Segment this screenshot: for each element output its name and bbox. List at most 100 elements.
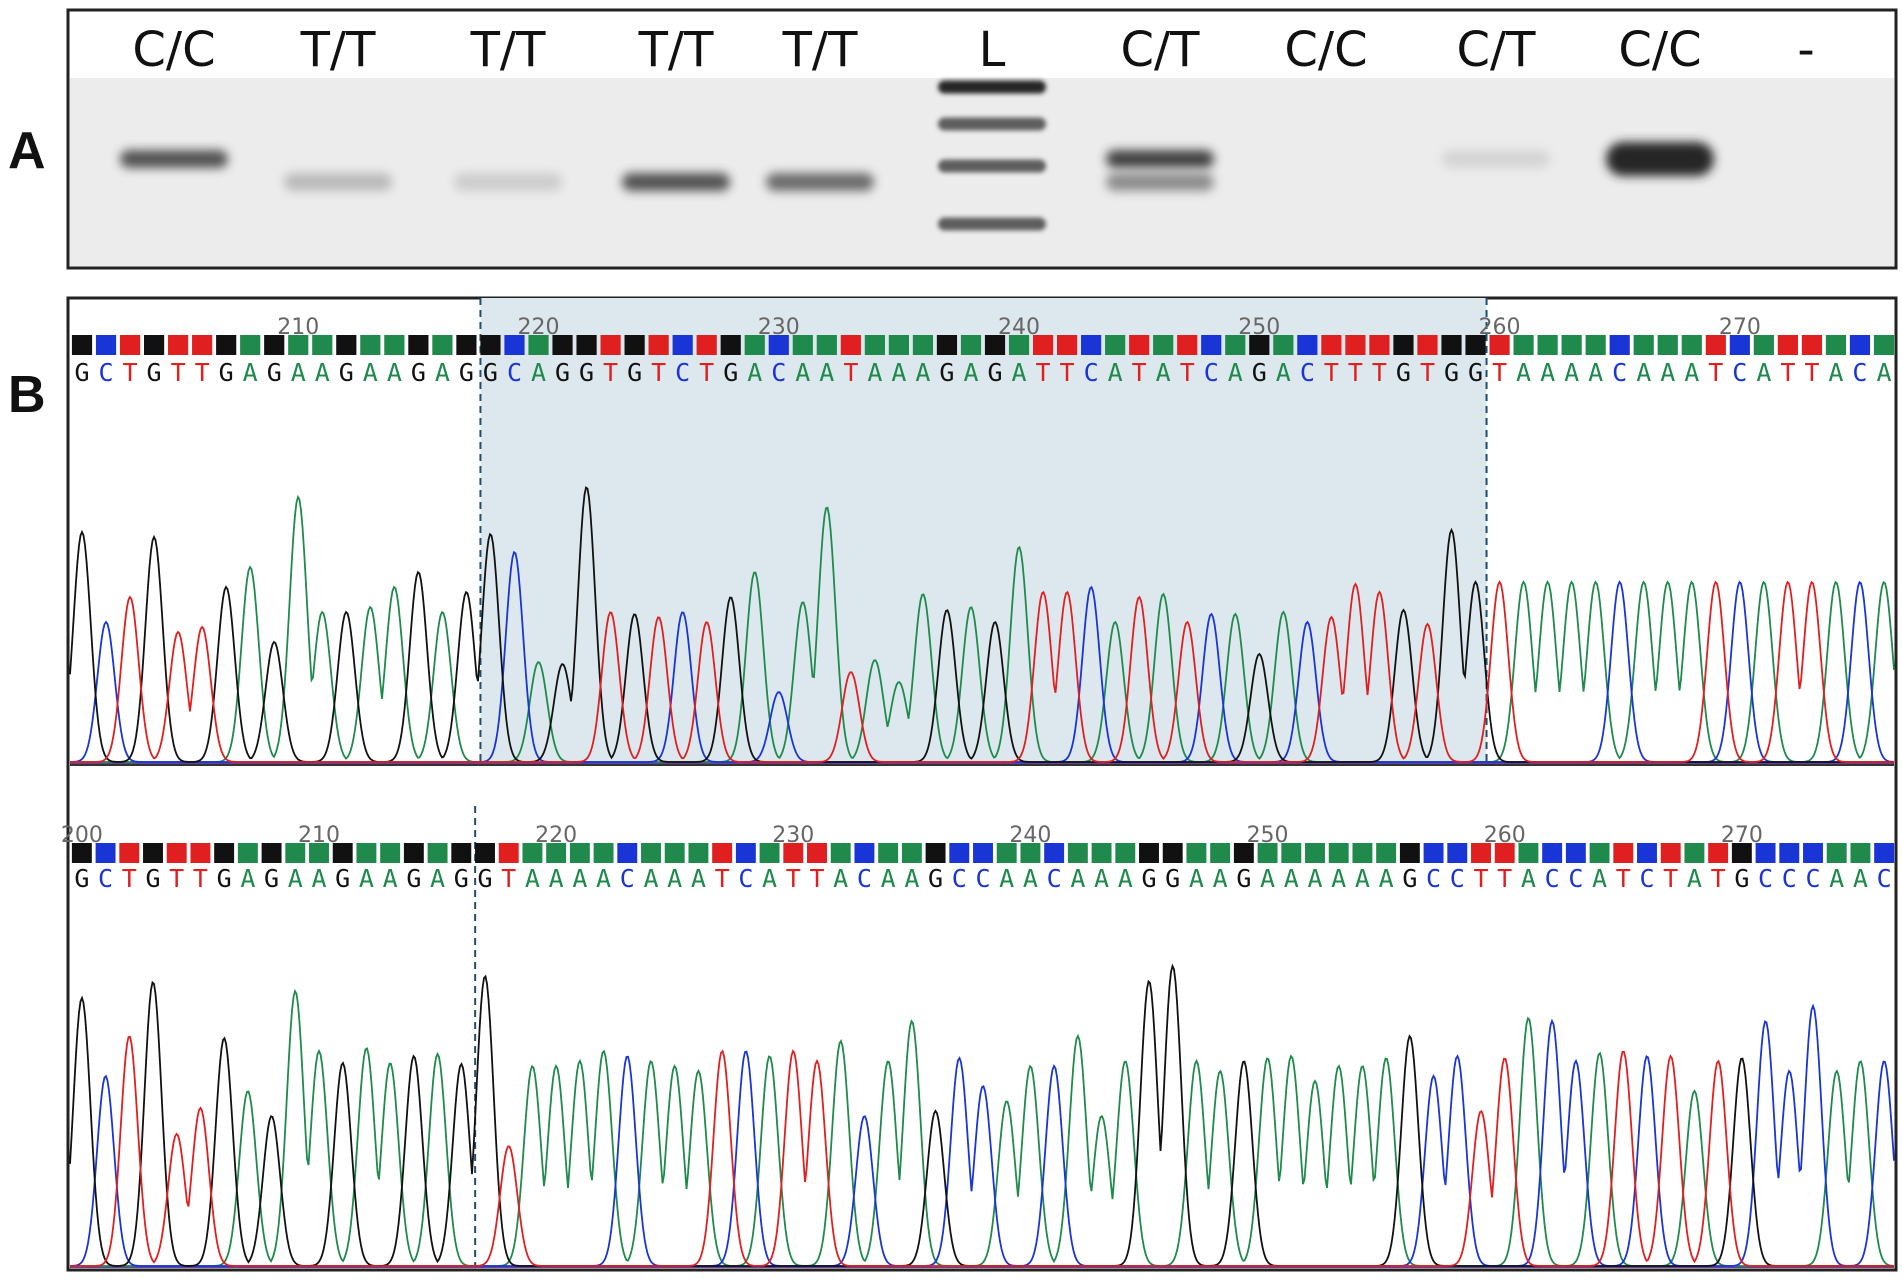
base-quality-square	[1561, 335, 1582, 355]
base-call-letter: A	[387, 358, 402, 387]
base-quality-square	[1801, 335, 1822, 355]
base-call-letter: T	[1348, 358, 1363, 387]
gel-band	[622, 173, 730, 191]
base-call-letter: T	[1060, 358, 1075, 387]
base-quality-square	[1471, 843, 1491, 863]
base-quality-square	[1777, 335, 1798, 355]
base-call-letter: T	[1708, 358, 1723, 387]
base-quality-square	[720, 335, 741, 355]
base-call-letter: A	[747, 358, 762, 387]
base-quality-square	[735, 843, 756, 863]
base-call-letter: A	[1687, 864, 1702, 893]
gel-band	[1106, 173, 1214, 191]
base-quality-square	[1850, 843, 1871, 863]
base-quality-square	[71, 843, 92, 863]
base-quality-square	[1465, 335, 1486, 355]
ladder-band	[938, 159, 1046, 173]
base-quality-square	[1399, 843, 1420, 863]
base-call-letter: G	[147, 358, 162, 387]
base-quality-square	[1091, 843, 1112, 863]
base-quality-square	[1081, 335, 1102, 355]
base-call-letter: T	[1180, 358, 1195, 387]
lane-label: T/T	[638, 22, 714, 78]
base-quality-square	[432, 335, 453, 355]
base-quality-square	[1057, 335, 1078, 355]
base-quality-square	[1660, 843, 1681, 863]
base-quality-square	[528, 335, 549, 355]
base-call-letter: T	[193, 864, 208, 893]
base-quality-square	[356, 843, 377, 863]
gel-band	[1442, 150, 1550, 168]
base-quality-square	[143, 843, 163, 863]
base-quality-square	[816, 335, 837, 355]
base-call-letter: C	[1047, 864, 1062, 893]
base-quality-square	[1441, 335, 1462, 355]
base-call-letter: A	[311, 864, 326, 893]
base-quality-square	[807, 843, 827, 863]
base-call-letter: T	[1420, 358, 1435, 387]
base-quality-square	[1849, 335, 1871, 355]
base-call-letter: T	[1804, 358, 1819, 387]
base-quality-square	[1115, 843, 1136, 863]
base-call-letter: C	[1852, 358, 1867, 387]
lane-label: C/C	[132, 22, 215, 78]
base-call-letter: A	[531, 358, 546, 387]
base-call-letter: A	[643, 864, 658, 893]
base-quality-square	[427, 843, 448, 863]
base-call-letter: A	[1108, 358, 1123, 387]
base-call-letter: T	[1473, 864, 1488, 893]
base-call-letter: G	[723, 358, 738, 387]
base-quality-square	[1585, 335, 1606, 355]
base-quality-square	[1708, 843, 1729, 863]
base-quality-square	[522, 843, 543, 863]
base-call-letter: A	[288, 864, 303, 893]
base-quality-square	[332, 843, 353, 863]
base-quality-square	[214, 843, 235, 863]
base-quality-square	[1633, 335, 1654, 355]
base-call-letter: A	[1307, 864, 1322, 893]
base-call-letter: C	[857, 864, 872, 893]
base-quality-square	[261, 843, 282, 863]
base-call-letter: C	[1426, 864, 1441, 893]
base-call-letter: A	[915, 358, 930, 387]
base-quality-square	[192, 335, 213, 355]
base-quality-square	[1376, 843, 1397, 863]
base-quality-square	[1177, 335, 1198, 355]
base-quality-square	[408, 335, 429, 355]
base-call-letter: C	[1639, 864, 1654, 893]
base-call-letter: T	[1132, 358, 1147, 387]
gel-band	[454, 173, 562, 191]
base-call-letter: C	[1877, 864, 1892, 893]
base-quality-square	[451, 843, 472, 863]
base-call-letter: G	[555, 358, 570, 387]
base-quality-square	[840, 335, 861, 355]
base-quality-square	[1779, 843, 1800, 863]
base-quality-square	[641, 843, 661, 863]
base-quality-square	[456, 335, 477, 355]
base-quality-square	[912, 335, 934, 355]
base-quality-square	[712, 843, 733, 863]
base-quality-square	[1129, 335, 1150, 355]
base-call-letter: G	[1402, 864, 1417, 893]
base-call-letter: G	[74, 358, 89, 387]
base-call-letter: A	[667, 864, 682, 893]
base-call-letter: A	[1876, 358, 1891, 387]
base-call-letter: T	[1780, 358, 1795, 387]
base-quality-square	[1417, 335, 1438, 355]
base-quality-square	[1328, 843, 1349, 863]
base-quality-square	[1755, 843, 1776, 863]
base-quality-square	[288, 335, 309, 355]
base-call-letter: T	[122, 864, 137, 893]
base-quality-square	[360, 335, 381, 355]
base-call-letter: A	[1379, 864, 1394, 893]
base-call-letter: C	[620, 864, 635, 893]
base-quality-square	[216, 335, 237, 355]
base-quality-square	[1210, 843, 1231, 863]
base-call-letter: G	[627, 358, 642, 387]
base-call-letter: G	[217, 864, 232, 893]
base-quality-square	[984, 335, 1006, 355]
lane-label: T/T	[782, 22, 858, 78]
base-quality-square	[696, 335, 717, 355]
base-quality-square	[1874, 843, 1895, 863]
